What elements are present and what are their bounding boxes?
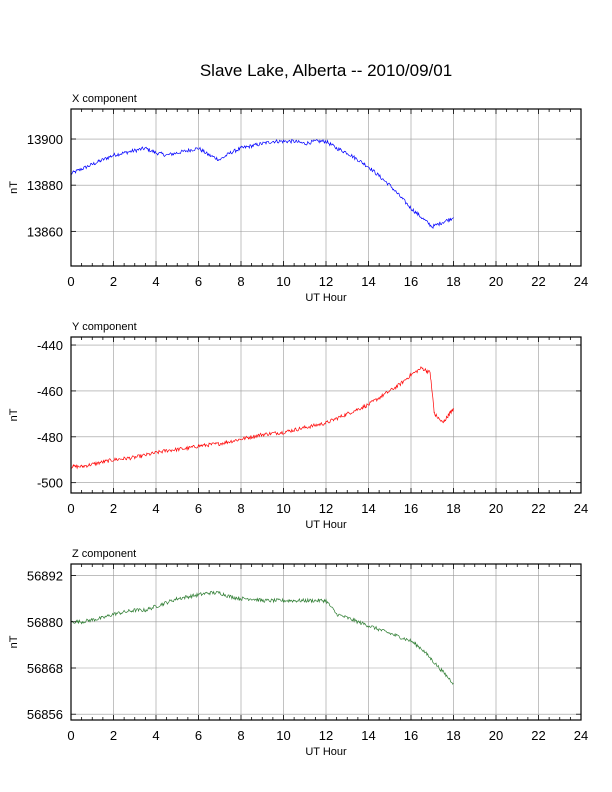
x-tick-label: 2 <box>110 728 117 743</box>
y-axis-label: nT <box>8 408 20 421</box>
x-tick-label: 4 <box>152 728 159 743</box>
x-tick-label: 12 <box>319 274 333 289</box>
x-axis-label: UT Hour <box>305 746 347 758</box>
y-tick-label: -460 <box>37 384 63 399</box>
y-tick-label: 56856 <box>27 707 63 722</box>
x-tick-label: 8 <box>237 728 244 743</box>
x-tick-label: 24 <box>574 728 588 743</box>
series-line <box>70 590 454 685</box>
y-tick-label: 56880 <box>27 615 63 630</box>
panel-title: X component <box>72 93 137 105</box>
x-tick-label: 18 <box>446 501 460 516</box>
x-tick-label: 18 <box>446 728 460 743</box>
x-tick-label: 20 <box>489 728 503 743</box>
series-line <box>70 366 454 470</box>
x-tick-label: 4 <box>152 274 159 289</box>
x-tick-label: 8 <box>237 501 244 516</box>
x-tick-label: 14 <box>361 501 375 516</box>
x-axis-label: UT Hour <box>305 292 347 304</box>
x-tick-label: 14 <box>361 728 375 743</box>
x-tick-label: 16 <box>404 274 418 289</box>
x-tick-label: 10 <box>276 274 290 289</box>
y-tick-label: 56892 <box>27 569 63 584</box>
x-tick-label: 14 <box>361 274 375 289</box>
y-tick-label: 13900 <box>27 132 63 147</box>
x-tick-label: 24 <box>574 274 588 289</box>
x-tick-label: 2 <box>110 501 117 516</box>
panel-title: Z component <box>72 548 136 560</box>
x-tick-label: 4 <box>152 501 159 516</box>
x-tick-label: 22 <box>531 501 545 516</box>
x-tick-label: 20 <box>489 501 503 516</box>
x-tick-label: 10 <box>276 728 290 743</box>
x-tick-label: 16 <box>404 728 418 743</box>
y-tick-label: 13880 <box>27 178 63 193</box>
y-tick-label: -440 <box>37 338 63 353</box>
y-tick-label: -480 <box>37 430 63 445</box>
x-tick-label: 16 <box>404 501 418 516</box>
x-tick-label: 8 <box>237 274 244 289</box>
x-tick-label: 18 <box>446 274 460 289</box>
x-tick-label: 0 <box>67 728 74 743</box>
y-axis-label: nT <box>8 181 20 194</box>
panel-title: Y component <box>72 321 137 333</box>
y-tick-label: 13860 <box>27 224 63 239</box>
x-tick-label: 6 <box>195 728 202 743</box>
y-tick-label: 56868 <box>27 661 63 676</box>
x-tick-label: 22 <box>531 274 545 289</box>
x-tick-label: 20 <box>489 274 503 289</box>
figure-title: Slave Lake, Alberta -- 2010/09/01 <box>200 61 452 80</box>
x-tick-label: 0 <box>67 274 74 289</box>
x-tick-label: 2 <box>110 274 117 289</box>
x-tick-label: 6 <box>195 501 202 516</box>
y-axis-label: nT <box>8 635 20 648</box>
x-tick-label: 24 <box>574 501 588 516</box>
x-tick-label: 0 <box>67 501 74 516</box>
x-tick-label: 22 <box>531 728 545 743</box>
x-tick-label: 10 <box>276 501 290 516</box>
series-line <box>70 138 454 230</box>
x-tick-label: 12 <box>319 501 333 516</box>
x-tick-label: 12 <box>319 728 333 743</box>
x-axis-label: UT Hour <box>305 519 347 531</box>
y-tick-label: -500 <box>37 476 63 491</box>
x-tick-label: 6 <box>195 274 202 289</box>
